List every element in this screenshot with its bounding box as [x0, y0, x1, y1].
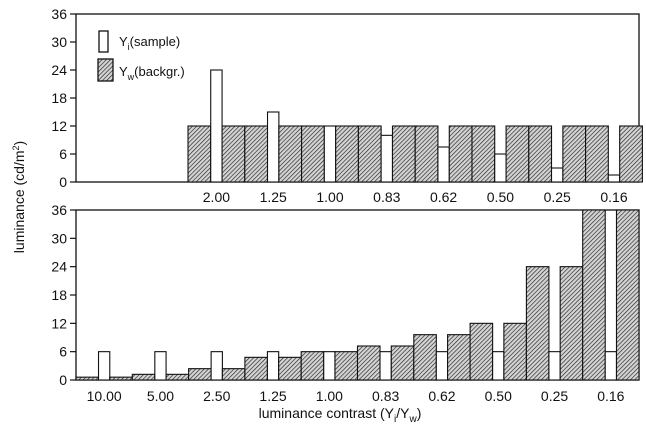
top-category-label: 0.50	[487, 189, 514, 205]
bottom-ytick-label: 36	[51, 202, 67, 218]
top-category-label: 0.25	[544, 189, 571, 205]
bottom-sample-bar	[492, 351, 505, 381]
bottom-category-label: 2.50	[203, 388, 230, 404]
bottom-sample-bar	[266, 351, 280, 381]
legend-sample-swatch	[98, 30, 109, 53]
top-background-bar	[335, 125, 359, 183]
top-background-bar	[528, 125, 553, 183]
bottom-background-bar	[244, 356, 268, 381]
top-sample-bar	[494, 153, 507, 183]
top-category-label: 0.16	[600, 189, 627, 205]
top-background-bar	[301, 125, 325, 183]
bottom-sample-bar	[210, 351, 223, 381]
y-axis-title: luminance (cd/m2)	[11, 141, 27, 253]
top-background-bar	[278, 125, 303, 183]
legend-background-swatch	[97, 58, 114, 82]
bottom-background-bar	[165, 373, 190, 381]
top-background-bar	[448, 125, 473, 183]
top-ytick-label: 6	[59, 146, 67, 162]
bottom-background-bar	[188, 368, 212, 381]
x-axis-title: luminance contrast (Yi/Yw)	[259, 405, 422, 425]
bottom-background-bar	[356, 345, 381, 381]
bottom-sample-bar	[323, 351, 336, 381]
top-sample-bar	[437, 146, 450, 183]
bottom-ytick-label: 18	[51, 287, 67, 303]
bottom-category-label: 0.16	[597, 388, 624, 404]
legend-sample-label: Yi(sample)	[119, 34, 180, 52]
bottom-background-bar	[278, 356, 302, 381]
top-category-label: 1.25	[260, 189, 287, 205]
top-ytick-label: 18	[51, 90, 67, 106]
bottom-background-bar	[109, 376, 133, 381]
top-sample-bar	[266, 111, 280, 183]
top-sample-bar	[210, 69, 223, 183]
top-background-bar	[562, 125, 587, 183]
top-background-bar	[357, 125, 382, 183]
top-category-label: 0.62	[430, 189, 457, 205]
legend-background-label: Yw(backgr.)	[119, 64, 185, 82]
top-background-bar	[619, 125, 643, 183]
top-sample-bar	[607, 174, 621, 183]
bottom-category-label: 5.00	[147, 388, 174, 404]
bottom-ytick-label: 24	[51, 259, 67, 275]
top-background-bar	[391, 125, 416, 183]
bottom-category-label: 0.83	[372, 388, 399, 404]
top-background-bar	[505, 125, 530, 183]
bottom-category-label: 0.25	[541, 388, 568, 404]
bottom-sample-bar	[435, 351, 449, 381]
top-category-label: 1.00	[316, 189, 343, 205]
top-background-bar	[414, 125, 439, 183]
bottom-background-bar	[503, 322, 527, 381]
bottom-background-bar	[447, 334, 471, 381]
bottom-category-label: 0.62	[428, 388, 455, 404]
bottom-panel: 0 6 12 18 24 30 36 10.00 5.00 2.50 1.25 1.00 0.83 0.6…	[51, 202, 640, 404]
top-ytick-label: 30	[51, 34, 67, 50]
top-background-bar	[471, 125, 496, 183]
top-ytick-label: 24	[51, 62, 67, 78]
bottom-sample-bar	[154, 351, 167, 381]
bottom-background-bar	[469, 322, 494, 381]
bottom-background-bar	[221, 368, 246, 381]
top-sample-bar	[323, 125, 337, 183]
top-background-bar	[585, 125, 609, 183]
top-category-label: 2.00	[203, 189, 230, 205]
bottom-background-bar	[413, 334, 437, 381]
top-category-label: 0.83	[373, 189, 400, 205]
top-panel: 0 6 12 18 24 30 36 2.00 1.25 1.00 0.83 0.62 0.50 0.25…	[51, 6, 643, 205]
top-ytick-label: 12	[51, 118, 67, 134]
bottom-sample-bar	[97, 351, 111, 381]
bottom-ytick-label: 6	[59, 344, 67, 360]
bottom-background-bar	[300, 351, 325, 381]
top-background-bar	[221, 125, 246, 183]
top-ytick-label: 0	[59, 174, 67, 190]
bottom-ytick-label: 12	[51, 315, 67, 331]
bottom-background-bar	[334, 351, 359, 381]
top-sample-bar	[380, 134, 394, 183]
bottom-category-label: 1.00	[316, 388, 343, 404]
bottom-sample-bar	[379, 351, 392, 381]
top-background-bar	[244, 125, 269, 183]
bottom-background-bar	[131, 373, 156, 381]
bottom-sample-bar	[548, 351, 561, 381]
bottom-category-label: 1.25	[259, 388, 286, 404]
bottom-category-label: 0.50	[485, 388, 512, 404]
bottom-category-label: 10.00	[87, 388, 122, 404]
bottom-background-bar	[75, 376, 100, 381]
bottom-background-bar	[559, 266, 584, 381]
bottom-background-bar	[525, 266, 550, 381]
bottom-background-bar	[615, 209, 640, 381]
legend: Yi(sample) Yw(backgr.)	[97, 30, 185, 82]
top-ytick-label: 36	[51, 6, 67, 22]
bottom-ytick-label: 30	[51, 230, 67, 246]
bottom-ytick-label: 0	[59, 372, 67, 388]
bottom-sample-bar	[604, 351, 618, 381]
bottom-background-bar	[582, 209, 606, 381]
bottom-background-bar	[390, 345, 415, 381]
top-sample-bar	[550, 167, 564, 183]
top-background-bar	[187, 125, 212, 183]
